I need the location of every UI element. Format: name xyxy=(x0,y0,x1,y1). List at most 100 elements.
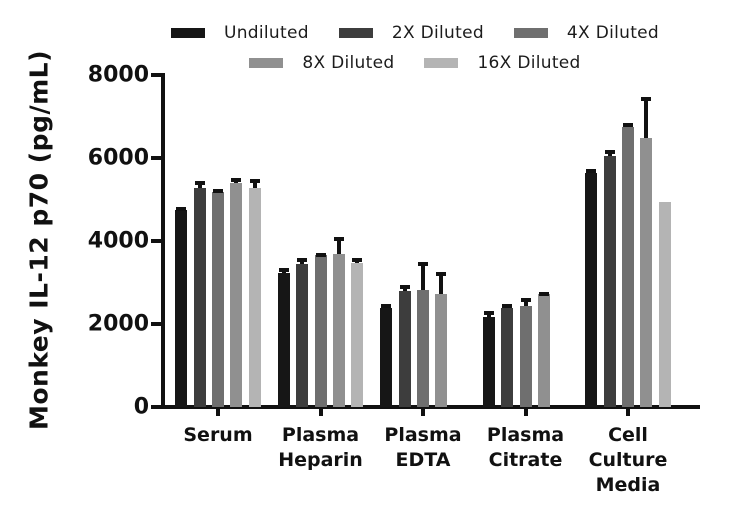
bar-cell-culture-media-2x-diluted xyxy=(603,155,616,407)
y-tick-mark xyxy=(151,239,161,243)
error-bar-cap xyxy=(333,237,344,242)
legend-item-2x-diluted: 2X Diluted xyxy=(338,23,484,43)
legend-swatch-2x-diluted xyxy=(338,28,373,38)
error-bar-cap xyxy=(381,304,392,309)
x-category-label-plasma-edta: Plasma EDTA xyxy=(384,423,461,473)
y-tick-mark xyxy=(151,73,161,77)
error-bar-cap xyxy=(604,150,615,155)
y-axis-line xyxy=(161,73,165,409)
error-bar-cap xyxy=(249,179,260,184)
error-bar-cap xyxy=(176,206,187,211)
x-tick-mark xyxy=(523,409,528,416)
legend-label-16x-diluted: 16X Diluted xyxy=(477,53,581,73)
bar-plasma-citrate-4x-diluted xyxy=(519,306,532,407)
bar-plasma-edta-4x-diluted xyxy=(417,289,429,407)
bar-cell-culture-media-undiluted xyxy=(585,172,598,407)
legend-row: 8X Diluted 16X Diluted xyxy=(249,53,580,73)
error-bar-stem xyxy=(439,271,444,295)
bar-plasma-edta-2x-diluted xyxy=(398,290,411,407)
bar-cell-culture-media-16x-diluted xyxy=(658,201,671,407)
x-category-label-line: EDTA xyxy=(395,449,451,471)
y-tick-mark xyxy=(151,405,161,409)
error-bar-stem xyxy=(336,237,341,254)
bar-plasma-citrate-undiluted xyxy=(482,316,495,407)
legend-label-8x-diluted: 8X Diluted xyxy=(302,53,395,73)
legend-swatch-8x-diluted xyxy=(249,58,284,68)
error-bar-cap xyxy=(520,298,531,303)
bar-serum-undiluted xyxy=(175,209,188,407)
x-tick-mark xyxy=(318,409,323,416)
bar-cell-culture-media-8x-diluted xyxy=(640,138,653,407)
error-bar-stem xyxy=(644,96,649,139)
bar-plasma-edta-undiluted xyxy=(380,308,393,407)
error-bar-cap xyxy=(297,258,308,263)
legend-item-4x-diluted: 4X Diluted xyxy=(513,23,660,43)
bar-plasma-heparin-16x-diluted xyxy=(351,263,364,407)
y-tick-label: 0 xyxy=(133,394,149,420)
y-tick-mark xyxy=(151,322,161,326)
legend-swatch-16x-diluted xyxy=(424,58,459,68)
x-category-label-cell-culture-media: Cell Culture Media xyxy=(589,423,668,498)
bar-serum-16x-diluted xyxy=(248,188,261,407)
x-category-label-line: Plasma xyxy=(384,424,462,446)
bar-serum-8x-diluted xyxy=(230,182,243,407)
x-axis-line xyxy=(161,405,700,409)
x-tick-mark xyxy=(216,409,220,416)
x-category-label-plasma-citrate: Plasma Citrate xyxy=(487,423,564,473)
x-tick-mark xyxy=(421,409,425,416)
x-category-label-line: Cell xyxy=(608,424,648,446)
x-category-label-line: Media xyxy=(595,474,661,496)
legend-item-16x-diluted: 16X Diluted xyxy=(424,53,580,73)
x-category-label-serum: Serum xyxy=(183,423,252,448)
bar-serum-2x-diluted xyxy=(193,188,206,407)
legend-swatch-undiluted xyxy=(170,28,205,38)
legend-item-undiluted: Undiluted xyxy=(170,23,309,43)
error-bar-cap xyxy=(315,252,326,257)
x-category-label-line: Heparin xyxy=(278,449,363,471)
bar-plasma-heparin-4x-diluted xyxy=(314,255,327,407)
y-tick-label: 8000 xyxy=(87,62,149,88)
bar-serum-4x-diluted xyxy=(212,191,224,407)
legend: Undiluted 2X Diluted 4X Diluted 8X Diluted 1… xyxy=(80,23,750,73)
error-bar-cap xyxy=(586,168,597,173)
error-bar-cap xyxy=(399,284,410,289)
legend-item-8x-diluted: 8X Diluted xyxy=(249,53,394,73)
legend-label-2x-diluted: 2X Diluted xyxy=(391,23,484,43)
legend-label-undiluted: Undiluted xyxy=(223,23,309,43)
x-category-label-line: Plasma xyxy=(486,424,565,446)
x-category-label-line: Citrate xyxy=(488,449,563,471)
x-category-label-line: Plasma xyxy=(281,424,360,446)
y-tick-label: 2000 xyxy=(87,311,149,337)
error-bar-cap xyxy=(278,268,289,273)
error-bar-cap xyxy=(418,261,428,266)
x-category-label-plasma-heparin: Plasma Heparin xyxy=(278,423,363,473)
bar-plasma-citrate-8x-diluted xyxy=(537,294,550,407)
y-tick-label: 6000 xyxy=(87,145,149,171)
x-tick-mark xyxy=(626,409,630,416)
legend-label-4x-diluted: 4X Diluted xyxy=(566,23,660,43)
error-bar-cap xyxy=(502,304,513,309)
x-category-label-line: Culture xyxy=(588,449,668,471)
error-bar-cap xyxy=(641,96,652,101)
error-bar-cap xyxy=(352,258,363,263)
bar-plasma-heparin-2x-diluted xyxy=(296,263,309,407)
y-tick-mark xyxy=(151,156,161,160)
error-bar-stem xyxy=(421,261,425,290)
legend-row: Undiluted 2X Diluted 4X Diluted xyxy=(170,23,660,43)
bar-cell-culture-media-4x-diluted xyxy=(622,126,634,407)
error-bar-cap xyxy=(538,291,549,296)
x-category-label-line: Serum xyxy=(183,424,253,446)
error-bar-cap xyxy=(231,178,242,183)
y-tick-label: 4000 xyxy=(87,228,149,254)
error-bar-cap xyxy=(194,180,205,185)
error-bar-cap xyxy=(213,189,223,194)
legend-swatch-4x-diluted xyxy=(513,28,548,38)
error-bar-cap xyxy=(436,271,447,276)
error-bar-stem xyxy=(252,179,257,189)
bar-plasma-edta-8x-diluted xyxy=(435,294,448,407)
bar-plasma-heparin-undiluted xyxy=(277,272,290,407)
bar-plasma-heparin-8x-diluted xyxy=(332,253,345,407)
error-bar-cap xyxy=(483,310,494,315)
